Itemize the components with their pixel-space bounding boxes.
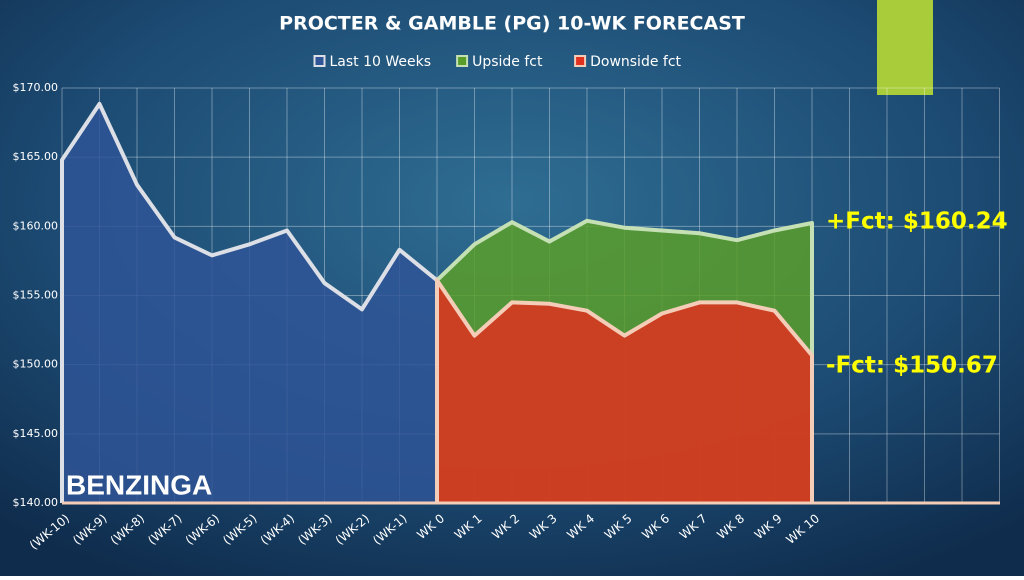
y-tick-label: $145.00: [13, 427, 59, 440]
legend-label: Last 10 Weeks: [330, 54, 432, 70]
legend-marker: [313, 55, 326, 67]
brand: BENZINGA: [66, 469, 212, 500]
y-tick-label: $160.00: [13, 219, 59, 232]
y-tick-label: $170.00: [13, 81, 59, 94]
area: [62, 103, 437, 504]
y-tick-label: $150.00: [13, 358, 59, 371]
area: [437, 280, 812, 503]
y-tick-label: $140.00: [13, 496, 59, 509]
legend-label: Downside fct: [590, 54, 681, 70]
annotation: -Fct: $150.67: [826, 353, 998, 379]
series-line: [60, 101, 439, 503]
legend-marker: [574, 55, 587, 67]
series-line: [435, 218, 814, 503]
y-tick-label: $155.00: [13, 289, 59, 302]
annotation: +Fct: $160.24: [826, 209, 1008, 235]
chart-title: PROCTER & GAMBLE (PG) 10-WK FORECAST: [279, 13, 745, 35]
legend-label: Upside fct: [472, 54, 543, 70]
y-tick-label: $165.00: [13, 150, 59, 163]
decor-block: [877, 0, 933, 95]
legend-marker: [456, 55, 469, 67]
series-line: [435, 278, 814, 503]
